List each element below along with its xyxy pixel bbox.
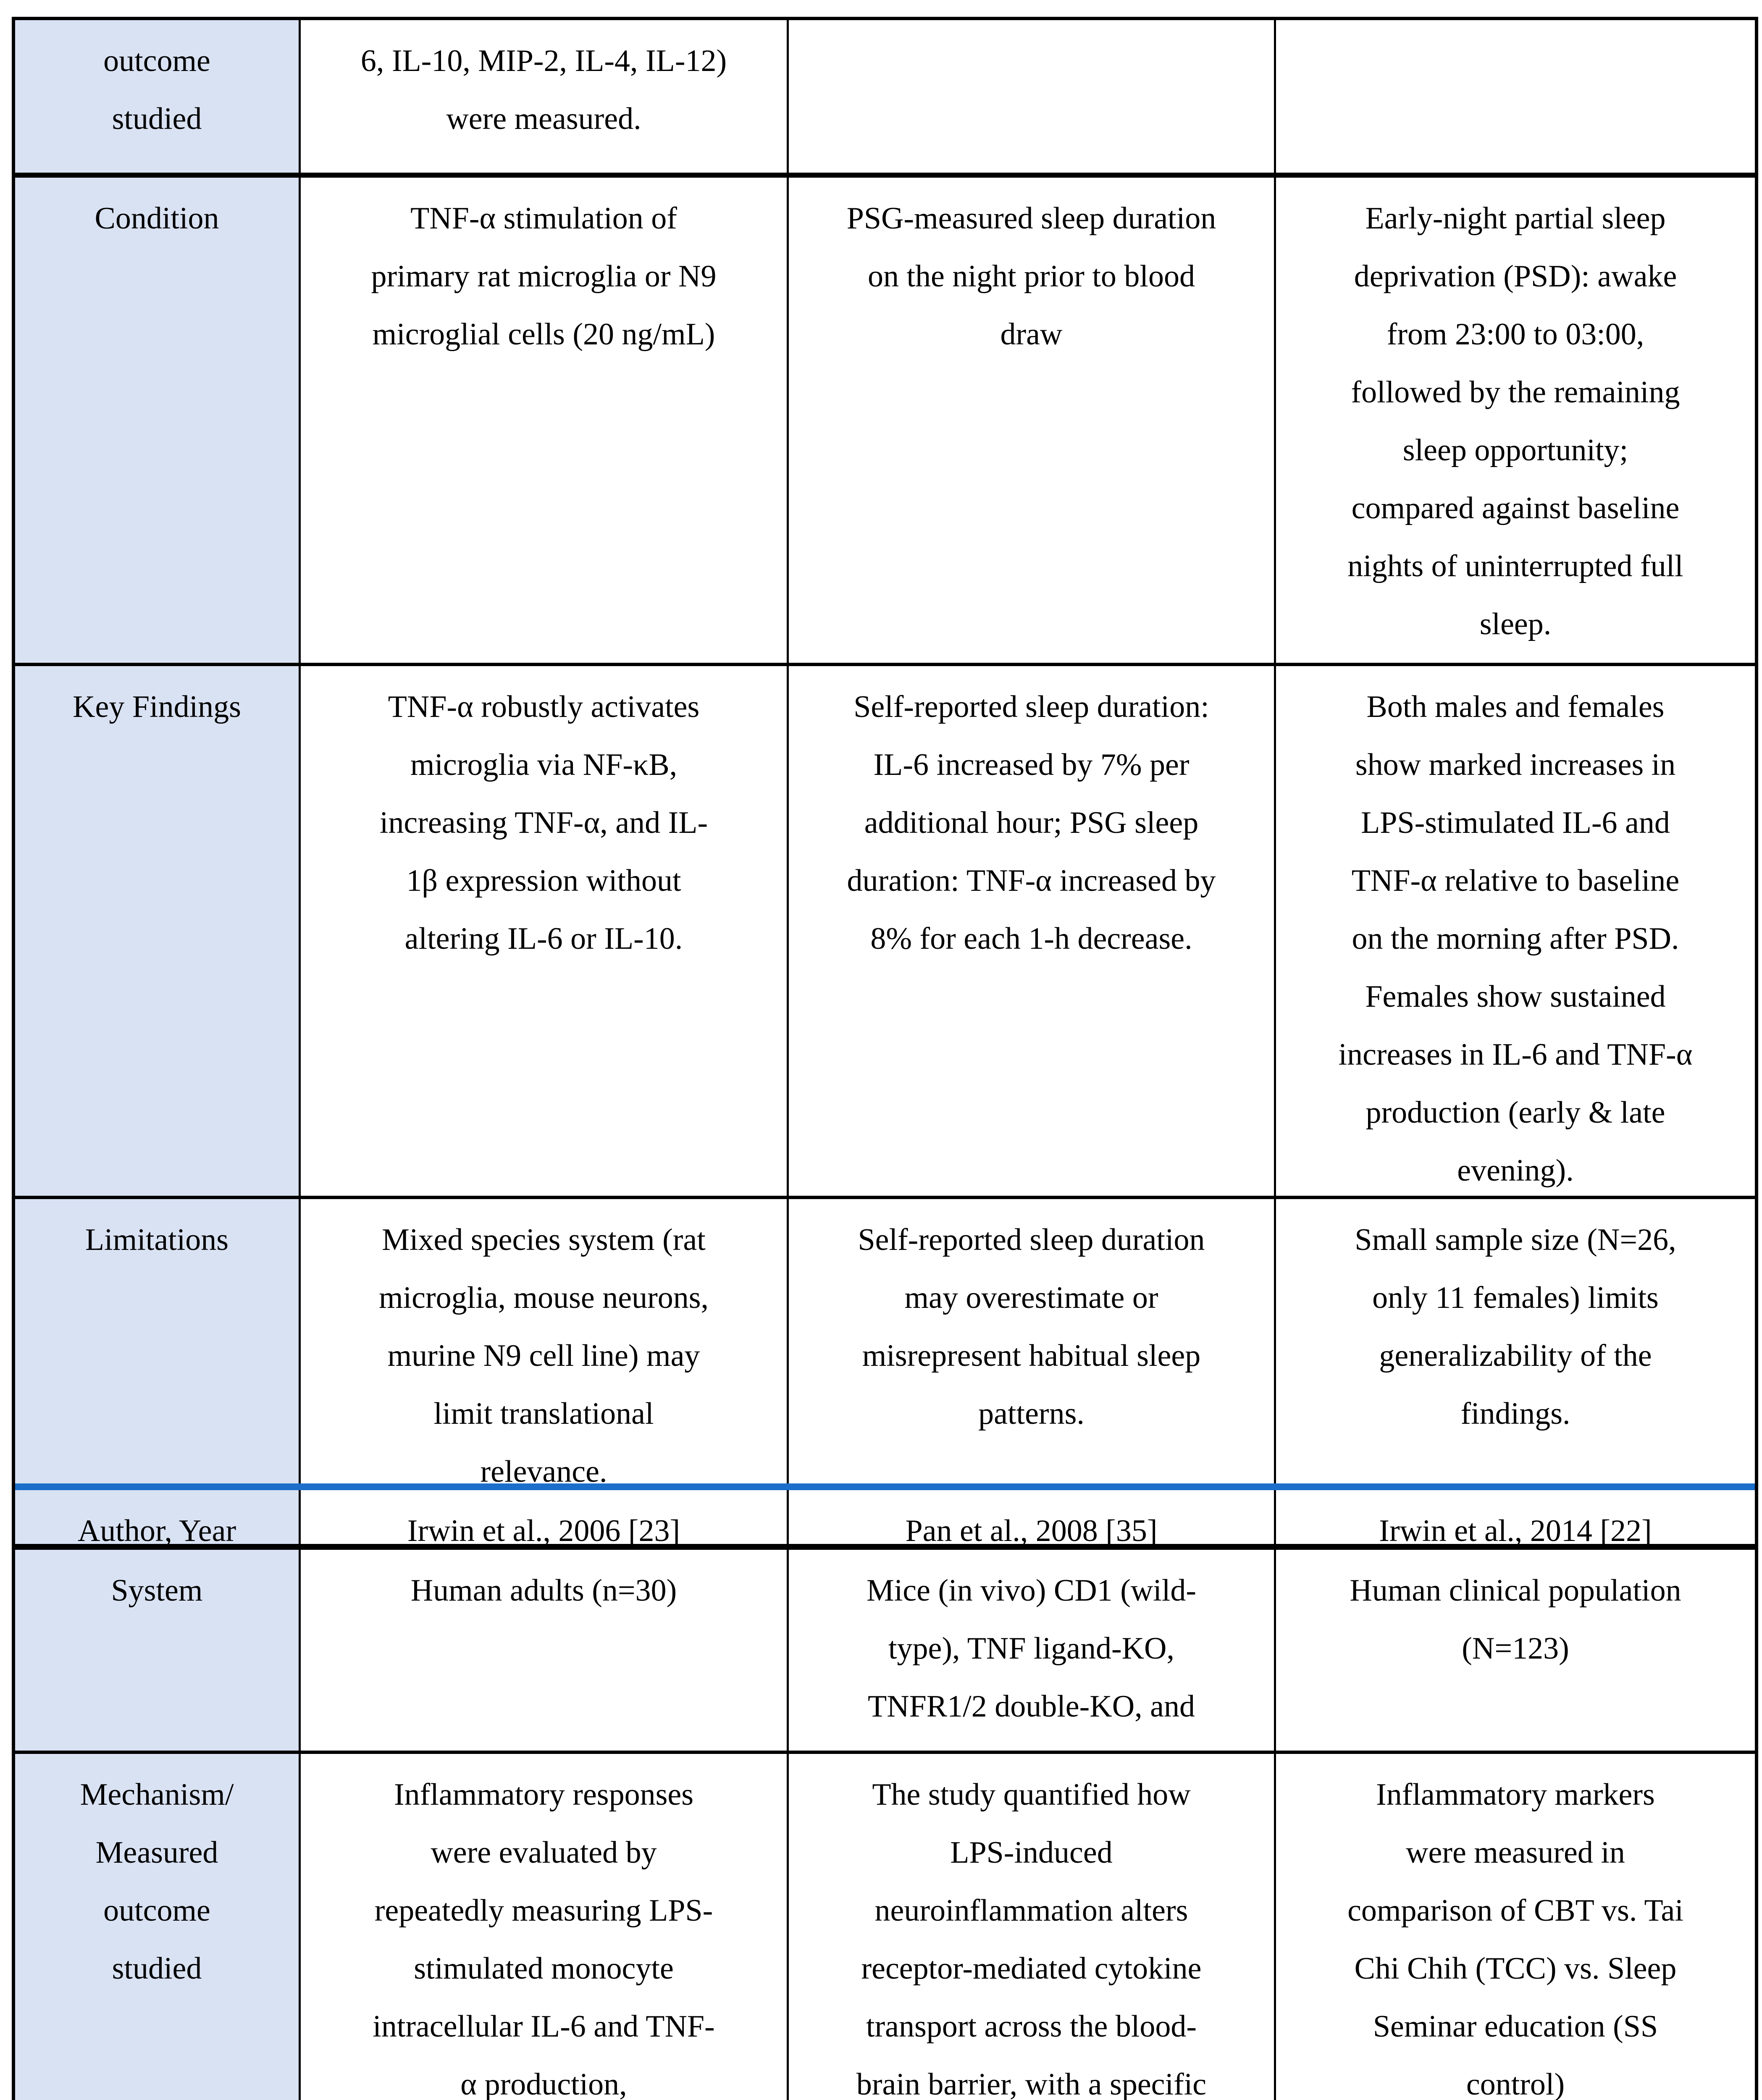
table-cell: Irwin et al., 2014 [22] xyxy=(1379,1514,1652,1544)
table-cell xyxy=(789,20,1276,173)
comparison-table: outcome studied 6, IL-10, MIP-2, IL-4, I… xyxy=(12,17,1758,2100)
table-cell: Irwin et al., 2006 [23] xyxy=(301,1490,789,1544)
table-cell: Self-reported sleep duration may overest… xyxy=(789,1199,1276,1483)
table-cell: TNF-α robustly activates microglia via N… xyxy=(301,666,789,1196)
row-label: Mechanism/ Measured outcome studied xyxy=(15,1754,301,2100)
table-cell xyxy=(1276,20,1755,173)
table-cell: Human clinical population (N=123) xyxy=(1350,1573,1681,1666)
table-row: Condition TNF-α stimulation of primary r… xyxy=(15,178,1755,666)
table-row: Author, Year Irwin et al., 2006 [23] Pan… xyxy=(15,1490,1755,1550)
table-row: Limitations Mixed species system (rat mi… xyxy=(15,1199,1755,1483)
table-row: outcome studied 6, IL-10, MIP-2, IL-4, I… xyxy=(15,20,1755,178)
row-label: Limitations xyxy=(15,1199,301,1483)
table-cell: Pan et al., 2008 [35] xyxy=(789,1490,1276,1544)
table-cell: Mice (in vivo) CD1 (wild- type), TNF lig… xyxy=(789,1550,1276,1751)
table-cell: Small sample size (N=26, only 11 females… xyxy=(1355,1223,1676,1431)
table-cell: Inflammatory markers were measured in co… xyxy=(1347,1777,1683,2100)
table-cell: TNF-α stimulation of primary rat microgl… xyxy=(301,178,789,663)
table-cell: Self-reported sleep duration: IL-6 incre… xyxy=(789,666,1276,1196)
table-cell: Early-night partial sleep deprivation (P… xyxy=(1347,201,1683,641)
row-label: outcome studied xyxy=(15,20,301,173)
table-cell: Mixed species system (rat microglia, mou… xyxy=(301,1199,789,1483)
row-label: Key Findings xyxy=(15,666,301,1196)
row-label: Condition xyxy=(15,178,301,663)
table-cell: The study quantified how LPS-induced neu… xyxy=(789,1754,1276,2100)
table-cell: 6, IL-10, MIP-2, IL-4, IL-12) were measu… xyxy=(301,20,789,173)
table-cell: PSG-measured sleep duration on the night… xyxy=(789,178,1276,663)
table-row: Key Findings TNF-α robustly activates mi… xyxy=(15,666,1755,1199)
row-label: System xyxy=(15,1550,301,1751)
table-row: System Human adults (n=30) Mice (in vivo… xyxy=(15,1550,1755,1754)
table-row: Mechanism/ Measured outcome studied Infl… xyxy=(15,1754,1755,2100)
table-cell: Inflammatory responses were evaluated by… xyxy=(301,1754,789,2100)
blue-section-divider xyxy=(15,1483,1755,1490)
table-cell: Human adults (n=30) xyxy=(301,1550,789,1751)
row-label: Author, Year xyxy=(15,1490,301,1544)
table-cell: Both males and females show marked incre… xyxy=(1338,690,1693,1188)
